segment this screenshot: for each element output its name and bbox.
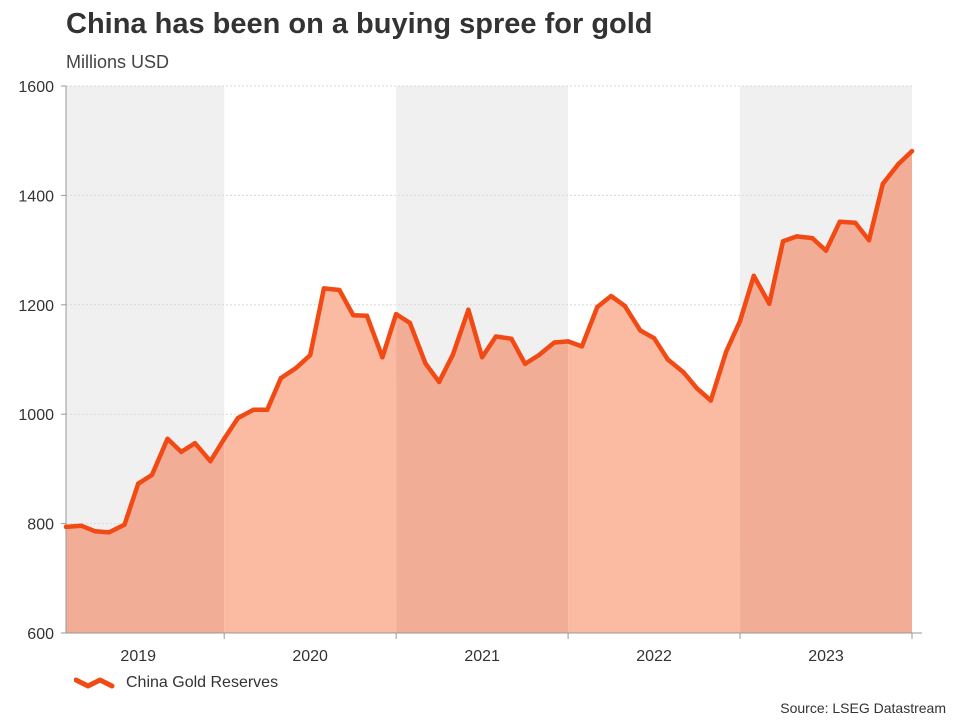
data-point-24 xyxy=(407,320,413,326)
legend-line-icon xyxy=(74,677,115,689)
data-point-31 xyxy=(509,336,514,341)
x-tick-label-2022: 2022 xyxy=(636,648,672,665)
data-point-19 xyxy=(337,287,342,293)
data-point-49 xyxy=(767,301,772,306)
axes xyxy=(61,85,922,639)
data-point-25 xyxy=(423,361,428,366)
data-point-35 xyxy=(565,339,571,344)
data-point-5 xyxy=(136,481,141,486)
area-segment-2 xyxy=(396,309,569,633)
data-point-59 xyxy=(909,148,915,154)
data-point-1 xyxy=(79,523,84,528)
data-point-22 xyxy=(380,355,385,360)
x-tick-label-2020: 2020 xyxy=(292,648,328,665)
data-point-13 xyxy=(251,407,256,413)
data-point-32 xyxy=(522,361,528,367)
data-point-46 xyxy=(724,349,729,354)
data-point-27 xyxy=(450,352,456,357)
data-point-9 xyxy=(192,440,198,446)
y-tick-label-1600: 1600 xyxy=(18,79,54,96)
data-point-52 xyxy=(810,235,815,241)
area-segment-1 xyxy=(224,288,397,633)
data-point-39 xyxy=(622,303,628,309)
data-point-47 xyxy=(737,319,743,324)
y-tick-label-800: 800 xyxy=(27,517,54,534)
series-lines xyxy=(63,148,915,535)
data-point-4 xyxy=(122,522,127,527)
data-point-0 xyxy=(63,524,69,530)
data-point-41 xyxy=(651,335,657,341)
series-line-china-gold-reserves xyxy=(63,148,915,535)
y-tick-label-1200: 1200 xyxy=(18,298,54,315)
data-point-37 xyxy=(595,304,600,310)
data-point-58 xyxy=(896,162,901,167)
data-point-12 xyxy=(235,415,241,421)
x-tick-label-2019: 2019 xyxy=(120,648,156,665)
area-segment-3 xyxy=(568,296,741,633)
data-point-43 xyxy=(681,369,686,375)
data-point-28 xyxy=(466,307,471,312)
area-fills xyxy=(66,151,912,633)
data-point-30 xyxy=(493,334,499,339)
data-point-16 xyxy=(294,365,299,370)
data-point-50 xyxy=(780,239,786,244)
data-point-48 xyxy=(751,273,757,279)
data-point-38 xyxy=(608,293,614,299)
data-point-15 xyxy=(278,375,284,381)
data-point-23 xyxy=(393,311,399,317)
data-point-53 xyxy=(823,248,829,253)
data-point-17 xyxy=(307,352,313,358)
data-point-34 xyxy=(552,340,557,345)
x-tick-label-2023: 2023 xyxy=(808,648,844,665)
chart-title: China has been on a buying spree for gol… xyxy=(66,8,653,40)
data-point-54 xyxy=(837,219,842,224)
data-point-18 xyxy=(321,286,327,291)
data-point-51 xyxy=(794,234,799,239)
data-point-44 xyxy=(694,386,700,391)
legend-swatch xyxy=(74,677,115,689)
x-tick-label-2021: 2021 xyxy=(464,648,500,665)
data-point-36 xyxy=(579,344,585,349)
y-tick-label-600: 600 xyxy=(27,626,54,643)
y-tick-label-1400: 1400 xyxy=(18,188,54,205)
tick-labels: 600 800 1000 1200 1400 1600 2019 2020 2021 2022 20… xyxy=(18,79,844,665)
data-point-55 xyxy=(853,220,858,225)
data-point-3 xyxy=(106,530,112,535)
data-point-6 xyxy=(149,472,155,478)
data-point-21 xyxy=(364,313,370,318)
data-point-33 xyxy=(536,352,542,358)
area-segment-4 xyxy=(740,151,912,633)
source-note: Source: LSEG Datastream xyxy=(780,700,946,716)
data-point-7 xyxy=(165,436,170,442)
data-point-42 xyxy=(665,357,671,362)
chart-subtitle: Millions USD xyxy=(66,52,170,72)
legend: China Gold Reserves xyxy=(74,672,278,694)
data-point-40 xyxy=(638,328,643,333)
data-point-11 xyxy=(221,436,227,442)
data-point-10 xyxy=(208,459,213,464)
y-tick-label-1000: 1000 xyxy=(18,407,54,424)
legend-label: China Gold Reserves xyxy=(126,674,279,691)
data-point-29 xyxy=(479,355,485,360)
data-point-14 xyxy=(264,407,270,413)
data-point-45 xyxy=(708,398,714,403)
data-point-26 xyxy=(436,379,442,385)
area-segment-0 xyxy=(66,438,225,633)
data-point-57 xyxy=(880,181,885,187)
data-point-8 xyxy=(179,449,184,455)
data-point-2 xyxy=(93,529,98,534)
data-point-56 xyxy=(866,238,872,243)
data-point-20 xyxy=(350,312,356,318)
